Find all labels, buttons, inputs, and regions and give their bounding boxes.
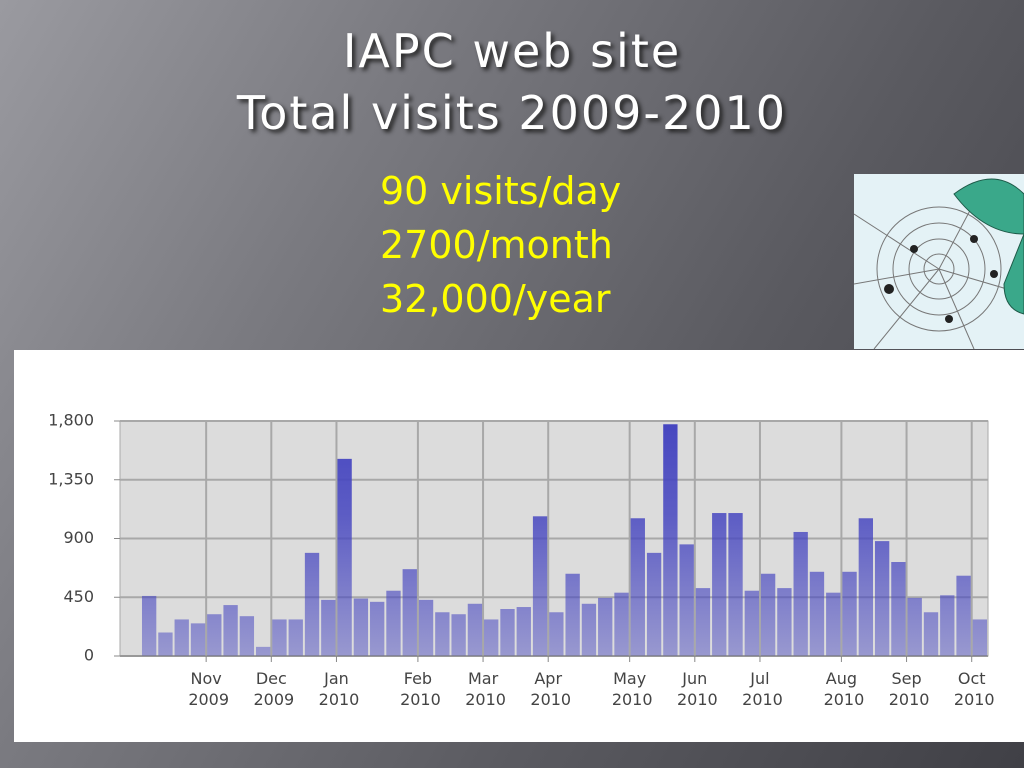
bar: [891, 562, 906, 656]
bar: [598, 597, 613, 656]
x-tick-label: Feb 2010: [395, 669, 441, 709]
bar: [158, 632, 173, 656]
bar: [777, 588, 792, 656]
bar: [760, 573, 776, 656]
bar: [500, 609, 515, 656]
highlight: 90 visits/day: [380, 169, 622, 213]
bar: [402, 569, 417, 656]
bar: [907, 597, 922, 656]
bar: [207, 614, 222, 656]
x-tick-label: Sep 2010: [884, 669, 930, 709]
x-tick-label: May 2010: [607, 669, 653, 709]
y-tick-label: 450: [63, 587, 94, 606]
x-tick-label: Mar 2010: [460, 669, 506, 709]
bar: [141, 595, 157, 656]
bar: [956, 575, 971, 656]
x-tick-label: Apr 2010: [525, 669, 571, 709]
bar: [190, 623, 206, 656]
bar: [484, 619, 499, 656]
x-tick-label: Oct 2010: [949, 669, 995, 709]
bar: [239, 616, 255, 656]
bar: [255, 646, 271, 656]
title-line: IAPC web site: [342, 24, 682, 78]
bar: [923, 612, 939, 656]
bar: [630, 518, 645, 656]
x-tick-label: Dec 2009: [248, 669, 294, 709]
bar: [532, 516, 548, 656]
bar: [728, 513, 743, 656]
x-tick-label: Jun 2010: [672, 669, 718, 709]
x-tick-label: Nov 2009: [183, 669, 229, 709]
bar: [614, 592, 629, 656]
bar: [337, 458, 352, 656]
bar: [972, 619, 988, 656]
bar: [809, 571, 825, 656]
y-tick-label: 1,350: [48, 469, 94, 488]
highlight: 2700/month: [380, 223, 613, 267]
bar: [744, 590, 759, 656]
bar: [353, 598, 369, 656]
bar: [663, 424, 678, 656]
bar: [940, 595, 955, 656]
x-tick-label: Aug 2010: [818, 669, 864, 709]
bar: [679, 544, 694, 656]
title-line: Total visits 2009-2010: [236, 86, 788, 140]
bar: [874, 541, 890, 656]
bar: [321, 599, 336, 656]
x-tick-label: Jan 2010: [314, 669, 360, 709]
spider-web-image: [854, 174, 1024, 349]
y-tick-label: 1,800: [48, 411, 94, 430]
bar: [516, 607, 531, 656]
bar: [386, 590, 401, 656]
highlight: 32,000/year: [380, 277, 611, 321]
bar: [858, 518, 874, 656]
y-tick-label: 0: [84, 646, 94, 665]
bar: [646, 552, 662, 656]
bar: [174, 619, 189, 656]
bar: [842, 571, 857, 656]
bar: [826, 592, 841, 656]
x-tick-label: Jul 2010: [737, 669, 783, 709]
bar: [695, 588, 711, 656]
bar: [223, 605, 238, 656]
chart: 0 450 900 1,350 1,800 Nov 2009 Dec 2009 Jan 201…: [48, 411, 995, 710]
bar: [272, 619, 287, 656]
bar: [288, 619, 303, 656]
bar: [370, 601, 385, 656]
bar: [549, 612, 564, 656]
bar: [418, 599, 434, 656]
bar: [304, 552, 320, 656]
bar: [712, 513, 727, 656]
bar: [451, 614, 466, 656]
chart-panel: 0 450 900 1,350 1,800 Nov 2009 Dec 2009 Jan 201…: [14, 350, 1024, 742]
bar: [581, 603, 597, 656]
bar: [565, 573, 580, 656]
bar: [435, 612, 450, 656]
bar: [793, 531, 808, 656]
bar: [467, 603, 483, 656]
y-tick-label: 900: [63, 528, 94, 547]
